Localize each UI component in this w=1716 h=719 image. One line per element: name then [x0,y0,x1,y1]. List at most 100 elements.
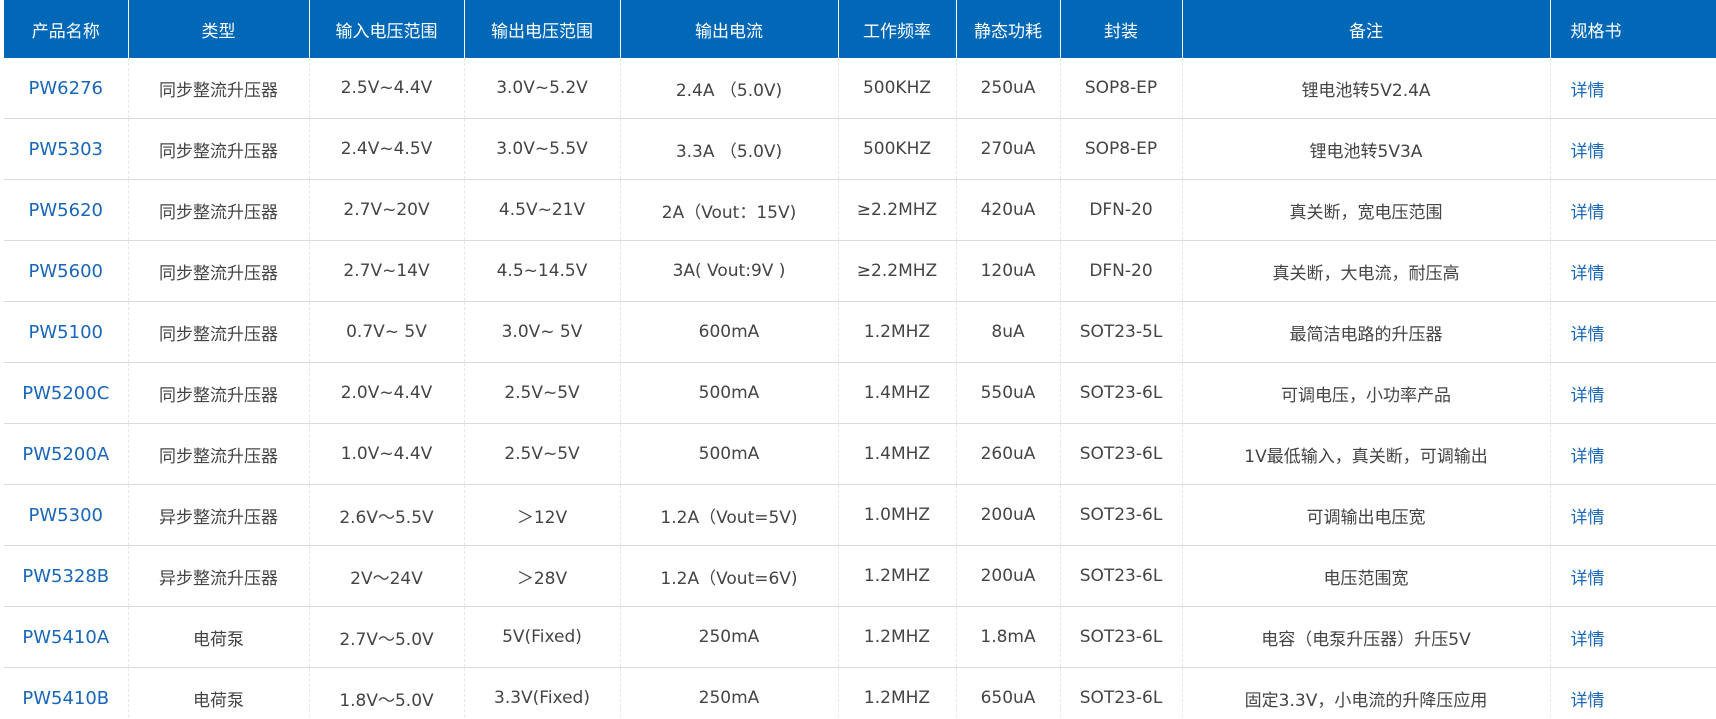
cell-input-voltage: 2.7V~20V [309,179,465,241]
product-link[interactable]: PW5328B [22,565,110,587]
product-link[interactable]: PW5300 [28,504,103,526]
cell-details-link[interactable]: 详情 [1550,301,1716,363]
cell-package: SOT23-6L [1060,606,1183,668]
cell-product-name: PW5300 [4,484,129,546]
cell-details-link[interactable]: 详情 [1550,362,1716,424]
cell-output-current: 2.4A （5.0V) [620,58,839,119]
cell-product-name: PW5620 [4,179,129,241]
header-row: 产品名称 类型 输入电压范围 输出电压范围 输出电流 工作频率 静态功耗 封装 … [4,0,1716,58]
table-row: PW5600 同步整流升压器 2.7V~14V 4.5~14.5V 3A( Vout:9… [4,240,1716,302]
cell-type: 同步整流升压器 [128,301,310,363]
cell-package: SOT23-6L [1060,423,1183,485]
cell-quiescent-current: 270uA [956,118,1061,180]
product-link[interactable]: PW5100 [28,321,103,343]
cell-remarks: 可调电压，小功率产品 [1182,362,1551,424]
cell-remarks: 电压范围宽 [1182,545,1551,607]
table-row: PW5300 异步整流升压器 2.6V～5.5V ＞12V 1.2A（Vout=5V) 1… [4,484,1716,546]
col-header-type: 类型 [128,0,310,58]
cell-output-current: 3A( Vout:9V ) [620,240,839,302]
cell-output-voltage: 3.0V~5.2V [464,58,621,119]
cell-product-name: PW5200C [4,362,129,424]
cell-frequency: 1.2MHZ [838,667,957,719]
table-row: PW5200A 同步整流升压器 1.0V~4.4V 2.5V~5V 500mA 1.4MH… [4,423,1716,485]
cell-product-name: PW5200A [4,423,129,485]
cell-output-current: 500mA [620,362,839,424]
cell-details-link[interactable]: 详情 [1550,240,1716,302]
cell-output-current: 500mA [620,423,839,485]
table-row: PW5200C 同步整流升压器 2.0V~4.4V 2.5V~5V 500mA 1.4MH… [4,362,1716,424]
table-row: PW5410B 电荷泵 1.8V～5.0V 3.3V(Fixed) 250mA 1.2MH… [4,667,1716,719]
cell-remarks: 固定3.3V，小电流的升降压应用 [1182,667,1551,719]
cell-output-current: 250mA [620,606,839,668]
cell-frequency: ≥2.2MHZ [838,240,957,302]
cell-details-link[interactable]: 详情 [1550,667,1716,719]
cell-details-link[interactable]: 详情 [1550,118,1716,180]
table-row: PW5410A 电荷泵 2.7V～5.0V 5V(Fixed) 250mA 1.2MHZ 1… [4,606,1716,668]
cell-frequency: 1.2MHZ [838,606,957,668]
cell-package: DFN-20 [1060,179,1183,241]
col-header-product-name: 产品名称 [4,0,129,58]
product-link[interactable]: PW5410B [22,687,110,709]
cell-type: 同步整流升压器 [128,58,310,119]
cell-input-voltage: 2.5V~4.4V [309,58,465,119]
cell-output-current: 2A（Vout：15V) [620,179,839,241]
cell-quiescent-current: 420uA [956,179,1061,241]
cell-type: 同步整流升压器 [128,423,310,485]
product-spec-table: 产品名称 类型 输入电压范围 输出电压范围 输出电流 工作频率 静态功耗 封装 … [4,0,1716,719]
col-header-output-current: 输出电流 [620,0,839,58]
product-link[interactable]: PW5200C [22,382,110,404]
cell-remarks: 真关断，宽电压范围 [1182,179,1551,241]
cell-type: 同步整流升压器 [128,240,310,302]
cell-frequency: 1.4MHZ [838,362,957,424]
product-link[interactable]: PW5620 [28,199,103,221]
cell-input-voltage: 2.4V~4.5V [309,118,465,180]
product-link[interactable]: PW6276 [28,77,103,99]
product-link[interactable]: PW5410A [22,626,110,648]
cell-output-voltage: 3.3V(Fixed) [464,667,621,719]
cell-frequency: 1.0MHZ [838,484,957,546]
cell-remarks: 可调输出电压宽 [1182,484,1551,546]
cell-remarks: 锂电池转5V2.4A [1182,58,1551,119]
cell-type: 同步整流升压器 [128,179,310,241]
cell-input-voltage: 2.7V~14V [309,240,465,302]
col-header-quiescent-current: 静态功耗 [956,0,1061,58]
cell-output-voltage: ＞12V [464,484,621,546]
cell-output-voltage: 2.5V~5V [464,423,621,485]
cell-details-link[interactable]: 详情 [1550,179,1716,241]
cell-package: SOT23-6L [1060,667,1183,719]
cell-details-link[interactable]: 详情 [1550,606,1716,668]
cell-type: 同步整流升压器 [128,118,310,180]
cell-package: SOP8-EP [1060,118,1183,180]
cell-details-link[interactable]: 详情 [1550,423,1716,485]
product-link[interactable]: PW5200A [22,443,110,465]
cell-output-current: 1.2A（Vout=5V) [620,484,839,546]
cell-input-voltage: 2.0V~4.4V [309,362,465,424]
cell-details-link[interactable]: 详情 [1550,545,1716,607]
cell-frequency: 1.2MHZ [838,545,957,607]
cell-input-voltage: 0.7V~ 5V [309,301,465,363]
cell-quiescent-current: 200uA [956,545,1061,607]
cell-frequency: 500KHZ [838,118,957,180]
cell-details-link[interactable]: 详情 [1550,58,1716,119]
cell-quiescent-current: 8uA [956,301,1061,363]
table-row: PW6276 同步整流升压器 2.5V~4.4V 3.0V~5.2V 2.4A （5.0… [4,58,1716,119]
cell-input-voltage: 2.6V～5.5V [309,484,465,546]
product-link[interactable]: PW5600 [28,260,103,282]
cell-product-name: PW5410B [4,667,129,719]
cell-output-voltage: 3.0V~ 5V [464,301,621,363]
cell-details-link[interactable]: 详情 [1550,484,1716,546]
col-header-input-voltage: 输入电压范围 [309,0,465,58]
cell-output-current: 600mA [620,301,839,363]
col-header-remarks: 备注 [1182,0,1551,58]
table-body: PW6276 同步整流升压器 2.5V~4.4V 3.0V~5.2V 2.4A （5.0… [4,58,1716,719]
col-header-datasheet: 规格书 [1550,0,1716,58]
cell-type: 异步整流升压器 [128,484,310,546]
cell-package: SOT23-6L [1060,484,1183,546]
cell-input-voltage: 1.0V~4.4V [309,423,465,485]
product-link[interactable]: PW5303 [28,138,103,160]
cell-package: SOT23-6L [1060,362,1183,424]
cell-quiescent-current: 650uA [956,667,1061,719]
cell-output-voltage: 4.5V~21V [464,179,621,241]
cell-output-voltage: ＞28V [464,545,621,607]
